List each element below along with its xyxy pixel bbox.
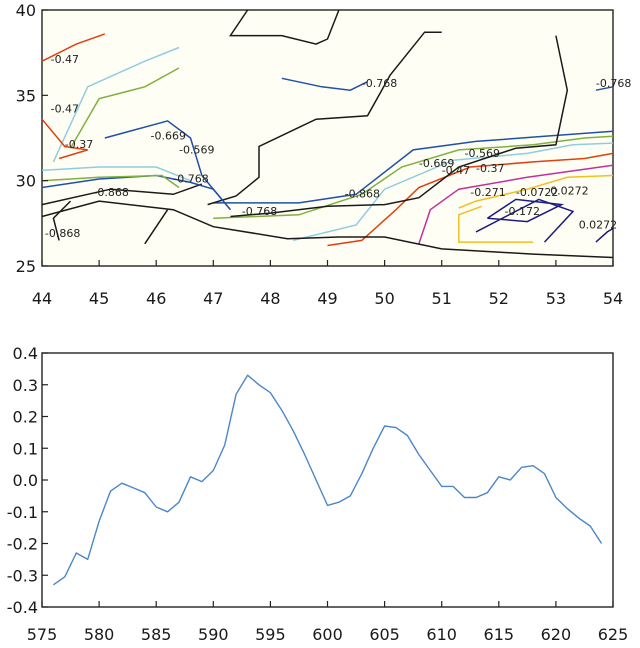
contour-line-16 xyxy=(228,9,340,45)
contour-label-16: -0.0722 xyxy=(516,186,558,199)
contour-line-13 xyxy=(41,183,203,206)
contour-label-2: -0.37 xyxy=(65,138,93,151)
contour-line-18 xyxy=(595,86,614,91)
contour-line-5 xyxy=(418,164,614,245)
contour-line-2 xyxy=(486,198,565,223)
contour-label-3: -0.669 xyxy=(151,130,186,143)
contour-label-0: -0.47 xyxy=(51,53,79,66)
line-x-axis: 575 580 585 590 595 600 605 610 615 620 625 xyxy=(27,601,629,644)
line-x-tick-label-0: 575 xyxy=(27,625,58,644)
contour-line-0 xyxy=(458,174,614,209)
contour-line-8 xyxy=(213,135,614,219)
contour-line-22 xyxy=(52,46,180,163)
contour-label-10: -0.868 xyxy=(345,188,380,201)
line-plot-area xyxy=(41,352,614,608)
contour-x-tick-label-4: 48 xyxy=(260,289,280,308)
line-x-tick-label-5: 600 xyxy=(312,625,343,644)
contour-x-tick-label-3: 47 xyxy=(203,289,223,308)
contour-line-23 xyxy=(41,33,106,62)
contour-line-20 xyxy=(104,120,231,211)
contour-y-tick-label-2: 35 xyxy=(16,86,36,105)
contour-label-13: -0.47 xyxy=(442,164,470,177)
line-y-tick-label-0: 0.4 xyxy=(13,344,38,363)
contour-line-9 xyxy=(213,130,614,204)
line-y-tick-label-4: 0.0 xyxy=(13,471,38,490)
contour-x-tick-label-0: 44 xyxy=(32,289,52,308)
contour-line-21 xyxy=(69,67,180,149)
contour-line-15 xyxy=(144,209,169,245)
contour-line-25 xyxy=(41,166,191,182)
contour-x-tick-label-5: 49 xyxy=(317,289,337,308)
contour-label-1: -0.47 xyxy=(51,102,79,115)
contour-y-tick-label-3: 40 xyxy=(16,1,36,20)
line-y-tick-label-2: 0.2 xyxy=(13,408,38,427)
contour-line-7 xyxy=(293,142,614,242)
contour-x-tick-label-6: 50 xyxy=(374,289,394,308)
line-y-axis: 0.4 0.3 0.2 0.1 0.0 -0.1 -0.2 -0.3 -0.4 xyxy=(7,344,48,617)
line-x-tick-label-4: 595 xyxy=(255,625,286,644)
line-x-tick-label-8: 615 xyxy=(484,625,515,644)
line-x-tick-label-3: 590 xyxy=(198,625,229,644)
contour-line-12 xyxy=(41,200,614,259)
contour-line-11 xyxy=(230,35,569,218)
contour-label-19: 0.0272 xyxy=(579,219,618,232)
contour-y-tick-label-1: 30 xyxy=(16,172,36,191)
contour-line-1 xyxy=(458,205,534,243)
line-series xyxy=(52,374,603,586)
contour-line-26 xyxy=(41,174,180,189)
contour-line-17 xyxy=(281,77,368,91)
contour-label-20: -0.768 xyxy=(596,77,631,90)
contour-lines xyxy=(41,9,614,259)
contour-label-15: -0.271 xyxy=(470,186,505,199)
contour-line-10 xyxy=(207,31,442,206)
contour-labels: -0.47-0.47-0.37-0.669-0.569-0.768-0.868-… xyxy=(45,53,631,240)
line-x-tick-label-10: 625 xyxy=(598,625,629,644)
contour-line-14 xyxy=(52,200,72,241)
contour-label-7: -0.868 xyxy=(45,227,80,240)
contour-line-24 xyxy=(41,118,88,160)
contour-x-axis: 44 45 46 47 48 49 50 51 52 53 54 xyxy=(32,260,623,308)
contour-label-12: -0.569 xyxy=(465,147,500,160)
contour-label-17: -0.172 xyxy=(505,205,540,218)
line-x-tick-label-6: 605 xyxy=(369,625,400,644)
contour-chart: -0.47-0.47-0.37-0.669-0.569-0.768-0.868-… xyxy=(16,1,632,308)
line-x-tick-label-7: 610 xyxy=(426,625,457,644)
line-y-tick-label-7: -0.3 xyxy=(7,566,38,585)
contour-line-4 xyxy=(595,227,614,243)
contour-y-tick-label-0: 25 xyxy=(16,257,36,276)
line-x-tick-label-2: 585 xyxy=(141,625,172,644)
contour-line-3 xyxy=(475,198,575,243)
line-x-tick-label-1: 580 xyxy=(84,625,115,644)
contour-label-9: -0.768 xyxy=(362,77,397,90)
contour-label-14: -0.37 xyxy=(476,162,504,175)
line-y-tick-label-6: -0.2 xyxy=(7,535,38,554)
contour-x-tick-label-2: 46 xyxy=(146,289,166,308)
contour-label-18: 0.0272 xyxy=(550,184,589,197)
contour-x-tick-label-9: 53 xyxy=(546,289,566,308)
contour-label-8: -0.768 xyxy=(242,205,277,218)
contour-label-4: -0.569 xyxy=(179,143,214,156)
contour-label-6: -0.868 xyxy=(93,186,128,199)
contour-x-tick-label-1: 45 xyxy=(89,289,109,308)
line-x-tick-label-9: 620 xyxy=(541,625,572,644)
contour-x-tick-label-7: 51 xyxy=(432,289,452,308)
contour-label-11: -0.669 xyxy=(419,157,454,170)
line-y-tick-label-3: 0.1 xyxy=(13,439,38,458)
line-y-tick-label-8: -0.4 xyxy=(7,598,38,617)
contour-y-axis: 25 30 35 40 xyxy=(16,1,48,276)
contour-label-5: -0.768 xyxy=(173,172,208,185)
line-y-tick-label-5: -0.1 xyxy=(7,503,38,522)
line-y-tick-label-1: 0.3 xyxy=(13,376,38,395)
line-series-0 xyxy=(52,374,603,586)
contour-x-tick-label-10: 54 xyxy=(603,289,623,308)
line-chart: 575 580 585 590 595 600 605 610 615 620 625 0.4 0.3… xyxy=(7,344,629,644)
contour-x-tick-label-8: 52 xyxy=(489,289,509,308)
